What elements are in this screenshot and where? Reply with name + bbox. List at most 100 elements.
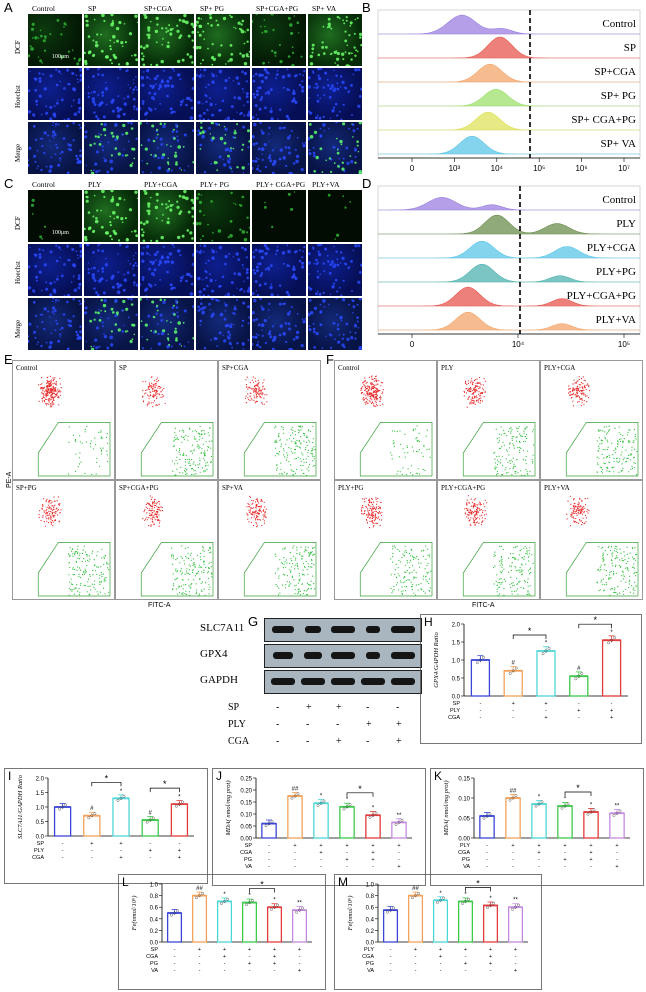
scatter-point: [260, 505, 262, 507]
scatter-point: [482, 510, 484, 512]
scatter-point: [634, 434, 637, 436]
scatter-point: [596, 471, 598, 473]
scatter-point: [361, 513, 363, 515]
scatter-point: [411, 571, 413, 573]
cell-dot: [92, 39, 95, 42]
histogram-label: SP+ VA: [601, 138, 637, 150]
scatter-point: [596, 456, 598, 458]
cell-dot: [214, 103, 217, 106]
cell-dot: [70, 105, 73, 107]
scatter-point: [253, 395, 255, 397]
scatter-point: [308, 470, 310, 472]
scatter-point: [473, 389, 475, 391]
cell-dot: [102, 127, 107, 132]
scatter-point: [473, 379, 475, 382]
scatter-point: [413, 576, 415, 578]
cell-dot: [224, 79, 228, 83]
scatter-point: [262, 518, 264, 520]
scatter-point: [277, 567, 279, 569]
cell-dot: [211, 136, 215, 140]
cell-dot: [341, 337, 344, 340]
cell-dot: [109, 159, 113, 164]
scatter-point: [260, 500, 262, 502]
flow-x-label: FL1-A :: FITC-A: [480, 351, 539, 352]
scatter-point: [301, 573, 304, 575]
scatter-point: [361, 507, 363, 509]
scatter-point: [364, 380, 366, 382]
cell-dot: [100, 225, 104, 229]
cell-dot: [311, 47, 315, 51]
cell-dot: [35, 279, 38, 282]
scatter-point: [572, 392, 575, 394]
scatter-point: [152, 402, 154, 404]
scatter-point: [144, 519, 146, 521]
histogram-label: SP: [624, 42, 636, 54]
scatter-point: [173, 439, 175, 441]
cell-dot: [261, 73, 264, 77]
scatter-point: [529, 594, 531, 596]
scatter-point: [472, 505, 474, 507]
cell-dot: [170, 34, 172, 36]
cell-dot: [123, 278, 127, 282]
scatter-point: [614, 565, 617, 568]
histogram-peak: [378, 14, 640, 35]
scatter-point: [153, 396, 155, 398]
scatter-point: [476, 400, 478, 402]
scatter-point: [360, 392, 363, 394]
scatter-point: [93, 580, 96, 582]
cell-dot: [159, 313, 163, 317]
cell-dot: [135, 313, 138, 316]
scatter-point: [498, 582, 501, 584]
cell-dot: [252, 135, 255, 139]
cell-dot: [217, 229, 222, 233]
scatter-point: [369, 517, 371, 520]
cell-dot: [344, 51, 347, 54]
cell-dot: [360, 43, 362, 47]
cell-dot: [57, 339, 61, 343]
cell-dot: [321, 41, 324, 44]
scatter-point: [38, 400, 40, 402]
scatter-point: [469, 523, 471, 525]
scatter-point: [46, 376, 48, 378]
cell-dot: [34, 264, 38, 268]
cell-dot: [119, 107, 123, 111]
scatter-point: [72, 555, 74, 557]
scatter-point: [196, 589, 198, 591]
cell-dot: [160, 319, 164, 322]
cell-dot: [123, 199, 126, 201]
cell-dot: [34, 160, 37, 163]
scatter-point: [275, 584, 277, 586]
cell-dot: [256, 93, 259, 97]
cell-dot: [230, 191, 233, 195]
cell-dot: [59, 256, 61, 259]
scatter-point: [379, 404, 381, 406]
scatter-point: [307, 552, 310, 554]
cell-dot: [308, 273, 310, 275]
scatter-point: [104, 580, 106, 582]
scatter-point: [608, 429, 610, 431]
cell-dot: [312, 247, 315, 250]
scatter-point: [570, 514, 572, 516]
cell-dot: [335, 74, 338, 77]
scatter-point: [379, 390, 381, 392]
cell-dot: [94, 219, 99, 224]
cell-dot: [319, 68, 323, 70]
scatter-point: [374, 508, 377, 511]
scatter-point: [54, 519, 56, 521]
scatter-point: [295, 559, 297, 561]
scatter-point: [50, 499, 52, 502]
scatter-point: [153, 390, 155, 392]
scatter-point: [174, 432, 176, 434]
cell-dot: [168, 76, 173, 80]
cell-dot: [59, 333, 62, 336]
scatter-point: [371, 517, 373, 519]
scatter-point: [148, 402, 150, 404]
cell-dot: [35, 99, 39, 103]
scatter-point: [474, 523, 476, 525]
cell-dot: [109, 48, 112, 51]
cell-dot: [211, 72, 213, 75]
cell-dot: [91, 347, 95, 350]
scatter-point: [263, 509, 265, 511]
scatter-point: [189, 594, 191, 596]
cell-dot: [246, 100, 249, 104]
